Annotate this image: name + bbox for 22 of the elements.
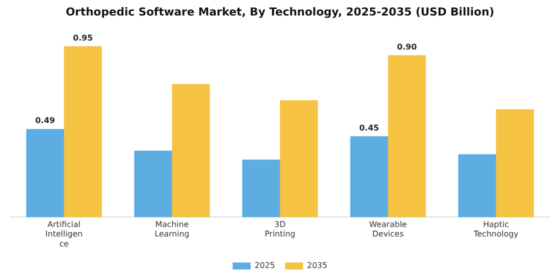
bar xyxy=(134,150,172,218)
x-tick-label: Artificial Intelligen ce xyxy=(45,220,83,248)
x-tick-label: 3D Printing xyxy=(264,220,296,239)
bar xyxy=(172,84,210,218)
bar xyxy=(388,55,426,218)
data-label: 0.49 xyxy=(35,116,56,126)
data-label: 0.95 xyxy=(73,33,94,42)
bar xyxy=(496,109,534,218)
bar xyxy=(458,154,496,218)
bar xyxy=(64,46,102,218)
data-label: 0.90 xyxy=(397,42,418,52)
x-tick-label: Wearable Devices xyxy=(369,220,407,239)
x-tick-label: Machine Learning xyxy=(154,220,190,239)
bar xyxy=(280,100,318,218)
bar xyxy=(242,160,280,218)
chart-title: Orthopedic Software Market, By Technology, 2025-2035 (USD Billion) xyxy=(66,5,494,18)
bar xyxy=(350,136,388,218)
data-label: 0.45 xyxy=(359,123,380,132)
x-tick-label: Haptic Technology xyxy=(472,220,519,239)
bar xyxy=(26,129,64,218)
legend-label: 2025 xyxy=(254,261,275,270)
legend-label: 2035 xyxy=(307,261,328,270)
